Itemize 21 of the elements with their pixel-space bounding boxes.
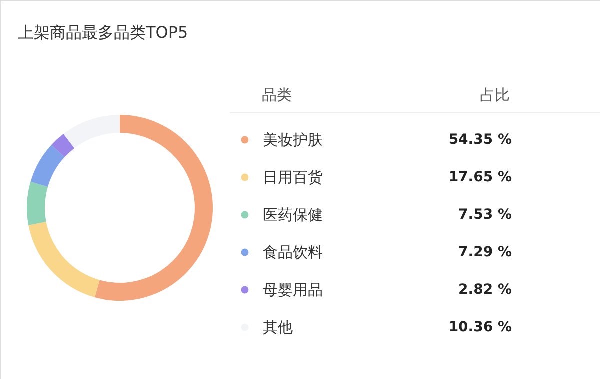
donut-slice — [27, 182, 48, 226]
donut-slice — [94, 115, 213, 301]
legend-label: 其他 — [263, 318, 293, 336]
data-label: 17.65 % — [448, 170, 512, 186]
legend-title: 品类 — [262, 86, 292, 104]
legend-label: 美妆护肤 — [263, 131, 323, 149]
donut-slice — [28, 222, 100, 298]
data-label: 7.53 % — [458, 207, 512, 223]
donut-slice — [64, 115, 120, 148]
donut-slice — [51, 134, 75, 158]
text: 占比 — [480, 86, 510, 104]
legend-label: 母婴用品 — [263, 281, 323, 299]
data-label: 10.36 % — [448, 320, 512, 336]
chart-title: 上架商品最多品类TOP5 — [18, 23, 188, 42]
data-label: 2.82 % — [458, 282, 512, 298]
data-label: 7.29 % — [458, 244, 512, 260]
legend-label: 日用百货 — [263, 168, 323, 186]
legend-label: 医药保健 — [263, 206, 323, 224]
legend-label: 食品饮料 — [263, 244, 323, 262]
donut-slice — [30, 145, 65, 187]
data-label: 54.35 % — [448, 132, 512, 148]
